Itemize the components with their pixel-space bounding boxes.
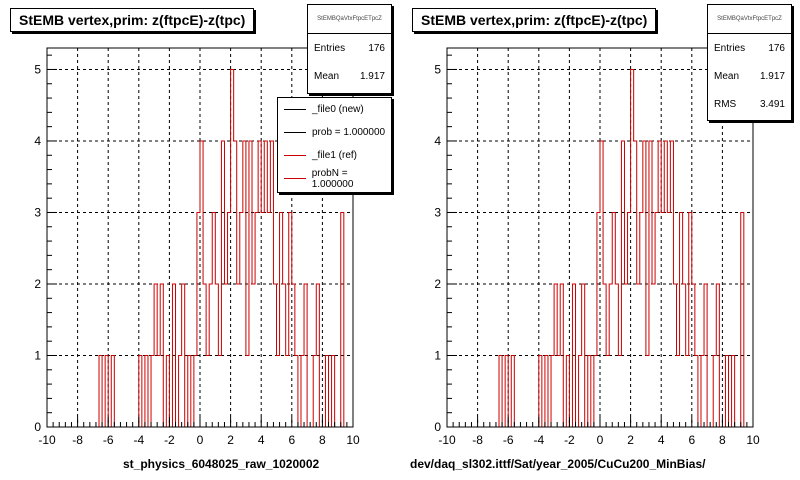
panel-2-title: StEMB vertex,prim: z(ftpcE)-z(tpc) [412, 8, 657, 32]
panel-2-x-tick-label: -4 [533, 433, 544, 447]
panel-2-x-tick-label: 10 [746, 433, 760, 447]
legend-entry-file1: _file1 (ref) [278, 144, 391, 167]
panel-1-title-text: StEMB vertex,prim: z(ftpcE)-z(tpc) [19, 12, 246, 28]
panel-2-mean-value: 1.917 [759, 70, 785, 82]
panel-2-stats-mean-row: Mean 1.917 [708, 62, 791, 90]
panel-1-x-tick-label: -8 [72, 433, 83, 447]
panel-1-entries-value: 176 [368, 42, 385, 54]
legend-entry-prob: prob = 1.000000 [278, 121, 391, 144]
legend-label-probn: probN = 1.000000 [311, 167, 354, 190]
panel-1-y-tick-label: 1 [34, 348, 41, 362]
panel-1-x-tick-label: 2 [227, 433, 234, 447]
panel-2-x-tick-label: 8 [719, 433, 726, 447]
panel-2-entries-value: 176 [768, 42, 785, 54]
panel-2-stats-box: StEMBQaVtxFtpcETpcZ Entries 176 Mean 1.9… [707, 4, 792, 121]
panel-1-x-tick-label: 8 [319, 433, 326, 447]
panel-2-y-tick-label: 1 [434, 348, 441, 362]
legend-line-file1 [284, 155, 306, 156]
panel-2-x-tick-label: 4 [658, 433, 665, 447]
panel-1-mean-label: Mean [314, 70, 340, 82]
panel-1-x-tick-label: -10 [38, 433, 56, 447]
panel-2-x-tick-label: -10 [438, 433, 456, 447]
legend-line-file0 [284, 109, 306, 110]
panel-2-stats-rms-row: RMS 3.491 [708, 90, 791, 118]
panel-1-x-tick-label: 6 [288, 433, 295, 447]
panel-1-x-tick-label: 0 [197, 433, 204, 447]
legend-entry-file0: _file0 (new) [278, 98, 391, 121]
panel-1-y-tick-label: 2 [34, 277, 41, 291]
panel-1-stats-box: StEMBQaVtxFtpcETpcZ Entries 176 Mean 1.9… [307, 4, 392, 94]
panel-2-y-tick-label: 4 [434, 134, 441, 148]
panel-2-y-tick-label: 0 [434, 420, 441, 434]
panel-2-title-text: StEMB vertex,prim: z(ftpcE)-z(tpc) [421, 12, 648, 28]
panel-2-mean-label: Mean [714, 70, 740, 82]
panel-1-bottom-label: st_physics_6048025_raw_1020002 [123, 457, 320, 471]
panel-1-x-tick-label: -6 [103, 433, 114, 447]
panel-2-rms-value: 3.491 [759, 98, 785, 110]
panel-1-stats-name: StEMBQaVtxFtpcETpcZ [308, 5, 391, 34]
panel-2-x-tick-label: -8 [472, 433, 483, 447]
panel-2-y-tick-label: 2 [434, 277, 441, 291]
panel-1-x-tick-label: 4 [258, 433, 265, 447]
panel-1-y-tick-label: 0 [34, 420, 41, 434]
panel-2-entries-label: Entries [714, 42, 746, 54]
legend-line-prob [284, 132, 306, 133]
panel-2-x-tick-label: -2 [564, 433, 575, 447]
panel-2-rms-label: RMS [714, 98, 737, 110]
panel-2-x-tick-label: 2 [627, 433, 634, 447]
panel-2-stats-name: StEMBQaVtxFtpcETpcZ [708, 5, 791, 34]
panel-2-x-tick-label: 0 [597, 433, 604, 447]
panel-1-y-tick-label: 4 [34, 134, 41, 148]
panel-1-mean-value: 1.917 [359, 70, 385, 82]
panel-1-y-tick-label: 3 [34, 205, 41, 219]
panel-1-legend: _file0 (new) prob = 1.000000 _file1 (ref… [277, 97, 392, 193]
panel-2-y-tick-label: 5 [434, 62, 441, 76]
panel-2-y-tick-label: 3 [434, 205, 441, 219]
panel-2-x-tick-label: -6 [503, 433, 514, 447]
panel-1-y-tick-label: 5 [34, 62, 41, 76]
legend-line-probn [284, 178, 306, 179]
panel-1-x-tick-label: -2 [164, 433, 175, 447]
panel-1-x-tick-label: 10 [346, 433, 360, 447]
legend-label-prob: prob = 1.000000 [312, 127, 386, 138]
panel-2-stats-entries-row: Entries 176 [708, 34, 791, 62]
legend-entry-probn: probN = 1.000000 [278, 167, 391, 190]
panel-1-entries-label: Entries [314, 42, 346, 54]
legend-label-file0: _file0 (new) [312, 104, 364, 115]
panel-1-title: StEMB vertex,prim: z(ftpcE)-z(tpc) [10, 8, 255, 32]
panel-1-x-tick-label: -4 [133, 433, 144, 447]
panel-1-stats-entries-row: Entries 176 [308, 34, 391, 62]
legend-label-file1: _file1 (ref) [312, 150, 358, 161]
panel-2-x-tick-label: 6 [688, 433, 695, 447]
panel-1-stats-mean-row: Mean 1.917 [308, 62, 391, 90]
panel-2-bottom-label: dev/daq_sl302.ittf/Sat/year_2005/CuCu200… [410, 457, 706, 471]
